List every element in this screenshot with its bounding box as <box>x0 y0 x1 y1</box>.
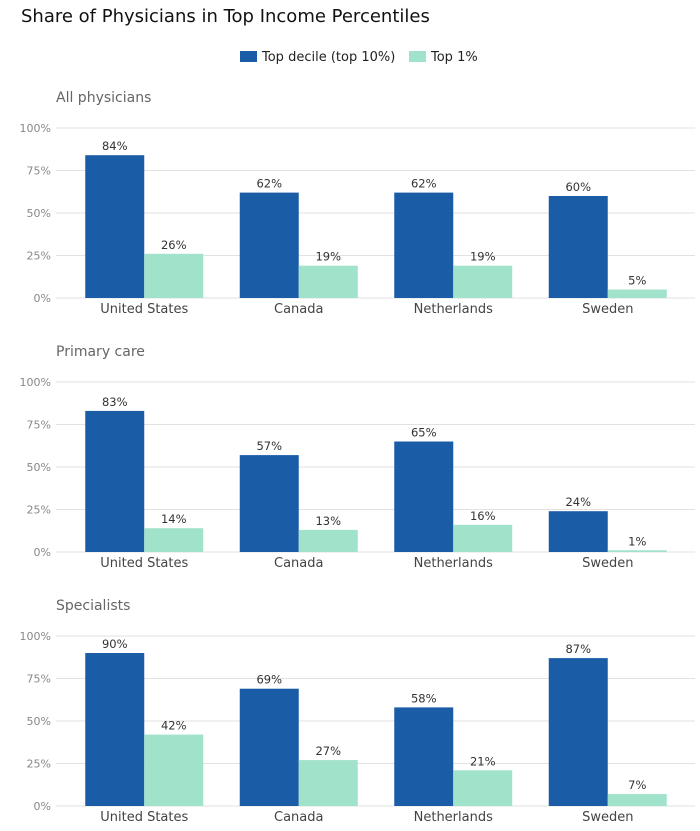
data-label: 19% <box>315 250 341 264</box>
y-tick-label: 50% <box>27 207 51 220</box>
data-label: 24% <box>565 495 591 509</box>
data-label: 65% <box>411 426 437 440</box>
bar-top-1 <box>453 265 513 298</box>
data-label: 62% <box>411 177 437 191</box>
bar-top-decile <box>548 196 608 298</box>
data-label: 84% <box>102 139 128 153</box>
panel-2: Primary care 0% 25% 50% 75% 100% 83% 14% United … <box>20 344 695 571</box>
y-tick-label: 25% <box>27 250 51 263</box>
data-label: 58% <box>411 691 437 705</box>
y-tick-label: 0% <box>34 800 51 813</box>
bar-top-decile <box>239 192 299 298</box>
data-label: 19% <box>470 250 496 264</box>
x-category-label: United States <box>100 302 188 317</box>
bar-top-1 <box>144 734 204 806</box>
data-label: 69% <box>256 673 282 687</box>
bar-top-decile <box>548 658 608 806</box>
panel-3: Specialists 0% 25% 50% 75% 100% 90% 42% United S… <box>20 598 695 825</box>
y-tick-label: 50% <box>27 461 51 474</box>
x-category-label: Netherlands <box>414 810 493 825</box>
panel-subtitle: All physicians <box>56 90 151 106</box>
y-tick-label: 0% <box>34 292 51 305</box>
y-tick-label: 100% <box>20 122 51 135</box>
data-label: 57% <box>256 439 282 453</box>
bar-top-decile <box>394 441 454 552</box>
y-tick-label: 100% <box>20 630 51 643</box>
x-category-label: Sweden <box>582 302 633 317</box>
bar-top-decile <box>239 455 299 552</box>
data-label: 1% <box>628 534 646 548</box>
y-tick-label: 75% <box>27 419 51 432</box>
panel-subtitle: Primary care <box>56 344 145 360</box>
y-tick-label: 75% <box>27 673 51 686</box>
data-label: 7% <box>628 778 646 792</box>
data-label: 13% <box>315 514 341 528</box>
panel-1: All physicians 0% 25% 50% 75% 100% 84% 26% Unite… <box>20 90 695 317</box>
x-category-label: United States <box>100 556 188 571</box>
x-category-label: Canada <box>274 302 323 317</box>
bar-top-1 <box>298 529 358 552</box>
data-label: 21% <box>470 754 496 768</box>
data-label: 62% <box>256 177 282 191</box>
x-category-label: Sweden <box>582 556 633 571</box>
y-tick-label: 0% <box>34 546 51 559</box>
bar-top-1 <box>298 265 358 298</box>
y-tick-label: 25% <box>27 504 51 517</box>
data-label: 90% <box>102 637 128 651</box>
bar-top-1 <box>453 524 513 552</box>
bar-top-1 <box>453 770 513 806</box>
bar-top-decile <box>548 511 608 552</box>
legend-label-top-decile: Top decile (top 10%) <box>261 50 395 65</box>
bar-top-decile <box>239 688 299 806</box>
legend-swatch-top-1 <box>409 51 426 62</box>
bar-top-1 <box>298 760 358 806</box>
x-category-label: Netherlands <box>414 302 493 317</box>
bar-top-decile <box>85 410 145 552</box>
bar-top-1 <box>607 289 667 298</box>
data-label: 26% <box>161 238 187 252</box>
x-category-label: Canada <box>274 810 323 825</box>
x-category-label: United States <box>100 810 188 825</box>
legend: Top decile (top 10%) Top 1% <box>240 50 478 65</box>
bar-top-decile <box>394 192 454 298</box>
data-label: 60% <box>565 180 591 194</box>
x-category-label: Sweden <box>582 810 633 825</box>
data-label: 42% <box>161 719 187 733</box>
data-label: 16% <box>470 509 496 523</box>
y-tick-label: 50% <box>27 715 51 728</box>
data-label: 14% <box>161 512 187 526</box>
data-label: 27% <box>315 744 341 758</box>
bar-top-1 <box>144 253 204 298</box>
legend-swatch-top-decile <box>240 51 257 62</box>
chart-title: Share of Physicians in Top Income Percen… <box>21 6 430 27</box>
legend-label-top-1: Top 1% <box>430 50 478 65</box>
bar-top-1 <box>607 794 667 806</box>
bar-top-decile <box>85 155 145 298</box>
bar-top-decile <box>85 653 145 806</box>
y-tick-label: 25% <box>27 758 51 771</box>
x-category-label: Netherlands <box>414 556 493 571</box>
panel-subtitle: Specialists <box>56 598 130 614</box>
bar-top-1 <box>607 550 667 552</box>
data-label: 83% <box>102 395 128 409</box>
bar-top-decile <box>394 707 454 806</box>
data-label: 87% <box>565 642 591 656</box>
x-category-label: Canada <box>274 556 323 571</box>
bar-top-1 <box>144 528 204 552</box>
y-tick-label: 100% <box>20 376 51 389</box>
data-label: 5% <box>628 274 646 288</box>
y-tick-label: 75% <box>27 165 51 178</box>
